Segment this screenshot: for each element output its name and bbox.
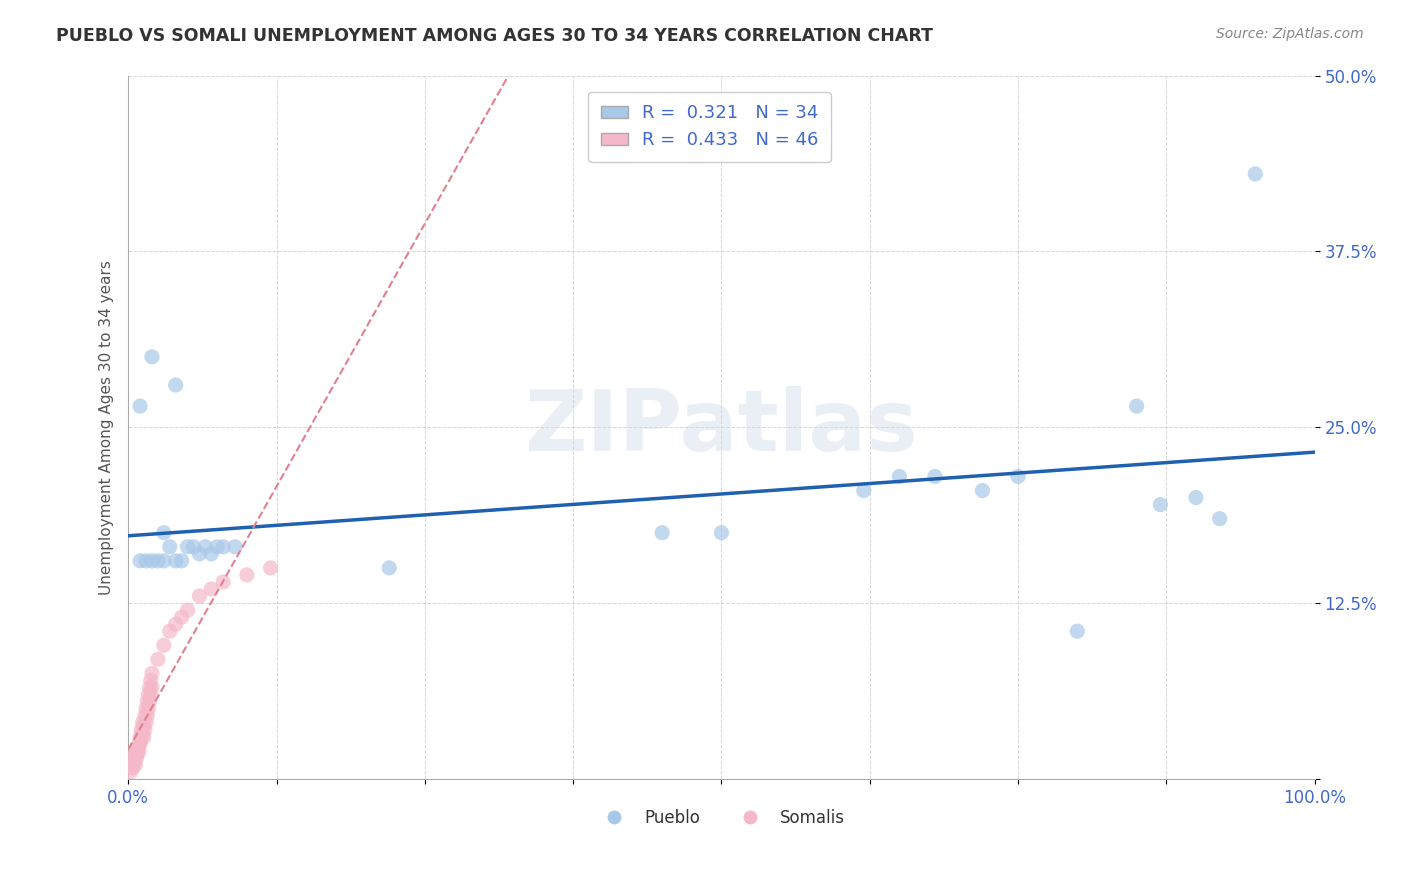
Point xyxy=(1185,491,1208,505)
Point xyxy=(129,723,152,737)
Point xyxy=(141,350,163,364)
Point xyxy=(170,554,193,568)
Point xyxy=(852,483,875,498)
Point xyxy=(188,589,211,603)
Point xyxy=(134,708,156,723)
Point xyxy=(710,525,733,540)
Point xyxy=(124,747,146,761)
Point xyxy=(159,624,181,639)
Point xyxy=(128,744,150,758)
Legend: Pueblo, Somalis: Pueblo, Somalis xyxy=(591,803,852,834)
Point xyxy=(135,715,157,730)
Point xyxy=(138,694,160,708)
Text: ZIPatlas: ZIPatlas xyxy=(524,385,918,468)
Point xyxy=(924,469,946,483)
Point xyxy=(127,741,149,756)
Point xyxy=(165,617,187,632)
Point xyxy=(125,751,148,765)
Point xyxy=(194,540,217,554)
Point xyxy=(122,751,145,765)
Point xyxy=(205,540,228,554)
Point xyxy=(889,469,911,483)
Point xyxy=(138,688,160,702)
Point xyxy=(146,652,169,666)
Point xyxy=(132,730,155,744)
Point xyxy=(200,582,222,596)
Point xyxy=(129,399,152,413)
Point xyxy=(259,561,281,575)
Point xyxy=(188,547,211,561)
Point xyxy=(165,378,187,392)
Point xyxy=(200,547,222,561)
Point xyxy=(1208,511,1230,525)
Point xyxy=(1007,469,1029,483)
Point xyxy=(127,747,149,761)
Point xyxy=(135,701,157,715)
Point xyxy=(1244,167,1267,181)
Point xyxy=(1066,624,1088,639)
Point xyxy=(972,483,994,498)
Point xyxy=(135,554,157,568)
Point xyxy=(651,525,673,540)
Point xyxy=(129,732,152,747)
Point xyxy=(129,737,152,751)
Point xyxy=(153,525,176,540)
Point xyxy=(1149,498,1171,512)
Point xyxy=(125,744,148,758)
Point xyxy=(224,540,246,554)
Point xyxy=(138,701,160,715)
Point xyxy=(122,761,145,775)
Point xyxy=(141,666,163,681)
Point xyxy=(131,715,153,730)
Point xyxy=(236,568,259,582)
Point xyxy=(138,681,160,695)
Point xyxy=(120,764,142,779)
Point xyxy=(134,723,156,737)
Point xyxy=(176,603,198,617)
Point xyxy=(146,554,169,568)
Point xyxy=(132,718,155,732)
Point xyxy=(139,673,162,688)
Point xyxy=(378,561,401,575)
Point xyxy=(153,554,176,568)
Point xyxy=(159,540,181,554)
Point xyxy=(121,757,143,772)
Point xyxy=(122,755,145,769)
Point xyxy=(141,554,163,568)
Point xyxy=(136,708,159,723)
Point xyxy=(183,540,205,554)
Point xyxy=(136,694,159,708)
Point xyxy=(128,737,150,751)
Point xyxy=(212,540,235,554)
Point xyxy=(176,540,198,554)
Text: PUEBLO VS SOMALI UNEMPLOYMENT AMONG AGES 30 TO 34 YEARS CORRELATION CHART: PUEBLO VS SOMALI UNEMPLOYMENT AMONG AGES… xyxy=(56,27,934,45)
Point xyxy=(153,638,176,652)
Point xyxy=(1125,399,1147,413)
Point xyxy=(129,730,152,744)
Y-axis label: Unemployment Among Ages 30 to 34 years: Unemployment Among Ages 30 to 34 years xyxy=(100,260,114,595)
Text: Source: ZipAtlas.com: Source: ZipAtlas.com xyxy=(1216,27,1364,41)
Point xyxy=(165,554,187,568)
Point xyxy=(129,554,152,568)
Point xyxy=(131,727,153,741)
Point xyxy=(139,688,162,702)
Point xyxy=(141,681,163,695)
Point xyxy=(212,574,235,589)
Point xyxy=(124,757,146,772)
Point xyxy=(170,610,193,624)
